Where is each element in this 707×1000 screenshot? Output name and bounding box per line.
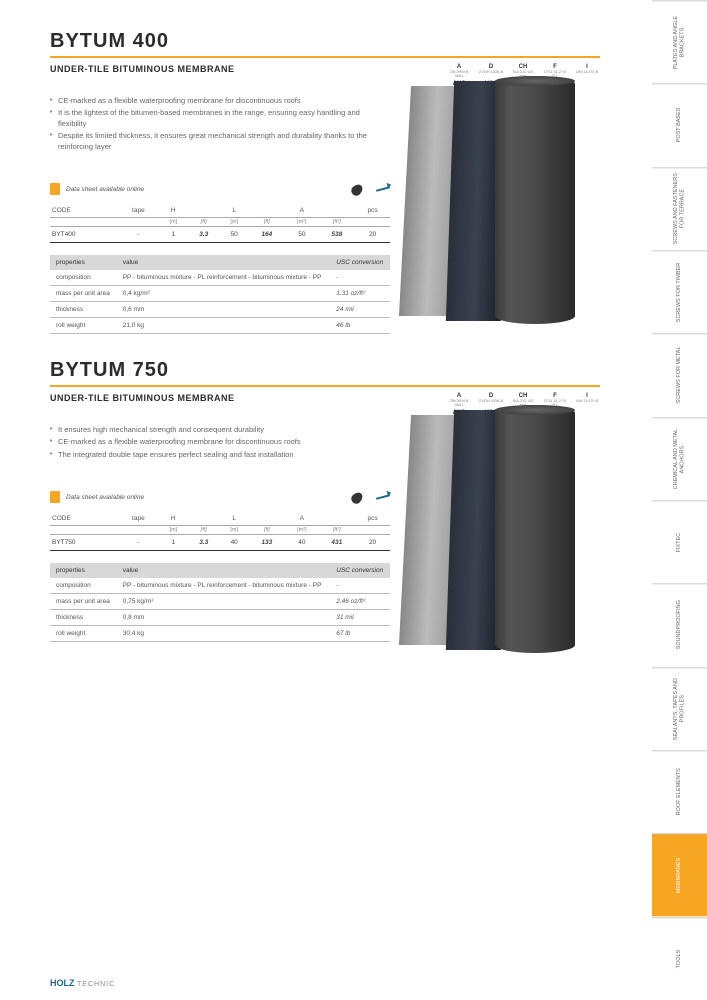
- feature-list: It ensures high mechanical strength and …: [50, 425, 390, 461]
- page-content: BYTUM 400UNDER-TILE BITUMINOUS MEMBRANEA…: [0, 0, 650, 700]
- feature-item: Despite its limited thickness, it ensure…: [50, 131, 390, 152]
- title-underline: [50, 56, 600, 58]
- pdf-icon: [50, 183, 60, 195]
- sidebar-item[interactable]: TOOLS: [652, 917, 707, 1000]
- sidebar-item[interactable]: CHEMICAL AND METAL ANCHORS: [652, 417, 707, 500]
- waterproof-icon: [352, 182, 366, 196]
- product-title: BYTUM 400: [50, 30, 600, 53]
- title-underline: [50, 385, 600, 387]
- sidebar-item[interactable]: ROOF ELEMENTS: [652, 750, 707, 833]
- sidebar-item[interactable]: MEMBRANES: [652, 833, 707, 916]
- sidebar-item[interactable]: SCREWS FOR METAL: [652, 333, 707, 416]
- product-subtitle: UNDER-TILE BITUMINOUS MEMBRANE: [50, 393, 235, 403]
- wind-icon: [376, 182, 390, 196]
- product-image: [405, 76, 585, 326]
- feature-list: CE-marked as a flexible waterproofing me…: [50, 96, 390, 153]
- product-image: [405, 405, 585, 655]
- waterproof-icon: [352, 490, 366, 504]
- sidebar-item[interactable]: SEALANTS, TAPES AND PROFILES: [652, 667, 707, 750]
- product-block: BYTUM 400UNDER-TILE BITUMINOUS MEMBRANEA…: [50, 30, 600, 334]
- feature-icons: [352, 490, 390, 504]
- sidebar-item[interactable]: SCREWS AND FASTENERS FOR TERRACE: [652, 167, 707, 250]
- feature-item: It ensures high mechanical strength and …: [50, 425, 390, 436]
- footer-sub: TECHNIC: [77, 981, 115, 988]
- properties-table: propertiesvalueUSC conversioncomposition…: [50, 255, 390, 334]
- feature-icons: [352, 182, 390, 196]
- feature-item: CE-marked as a flexible waterproofing me…: [50, 437, 390, 448]
- sidebar-item[interactable]: SOUNDPROOFING: [652, 583, 707, 666]
- sidebar-item[interactable]: POST BASES: [652, 83, 707, 166]
- pdf-icon: [50, 491, 60, 503]
- spec-table: CODEtapeHLApcs[m][ft][m][ft][m²][ft²]BYT…: [50, 204, 390, 243]
- feature-item: It is the lightest of the bitumen-based …: [50, 108, 390, 129]
- product-block: BYTUM 750UNDER-TILE BITUMINOUS MEMBRANEA…: [50, 359, 600, 655]
- product-subtitle: UNDER-TILE BITUMINOUS MEMBRANE: [50, 64, 235, 74]
- datasheet-link[interactable]: Data sheet available online: [50, 183, 144, 195]
- category-sidebar: PLATES AND ANGLE BRACKETSPOST BASESSCREW…: [652, 0, 707, 1000]
- properties-table: propertiesvalueUSC conversioncomposition…: [50, 563, 390, 642]
- footer: HOLZ TECHNIC: [50, 978, 115, 988]
- sidebar-item[interactable]: PLATES AND ANGLE BRACKETS: [652, 0, 707, 83]
- wind-icon: [376, 490, 390, 504]
- sidebar-item[interactable]: FIXTEC: [652, 500, 707, 583]
- footer-brand: HOLZ: [50, 978, 75, 988]
- sidebar-item[interactable]: SCREWS FOR TIMBER: [652, 250, 707, 333]
- feature-item: The integrated double tape ensures perfe…: [50, 450, 390, 461]
- feature-item: CE-marked as a flexible waterproofing me…: [50, 96, 390, 107]
- spec-table: CODEtapeHLApcs[m][ft][m][ft][m²][ft²]BYT…: [50, 512, 390, 551]
- product-title: BYTUM 750: [50, 359, 600, 382]
- datasheet-link[interactable]: Data sheet available online: [50, 491, 144, 503]
